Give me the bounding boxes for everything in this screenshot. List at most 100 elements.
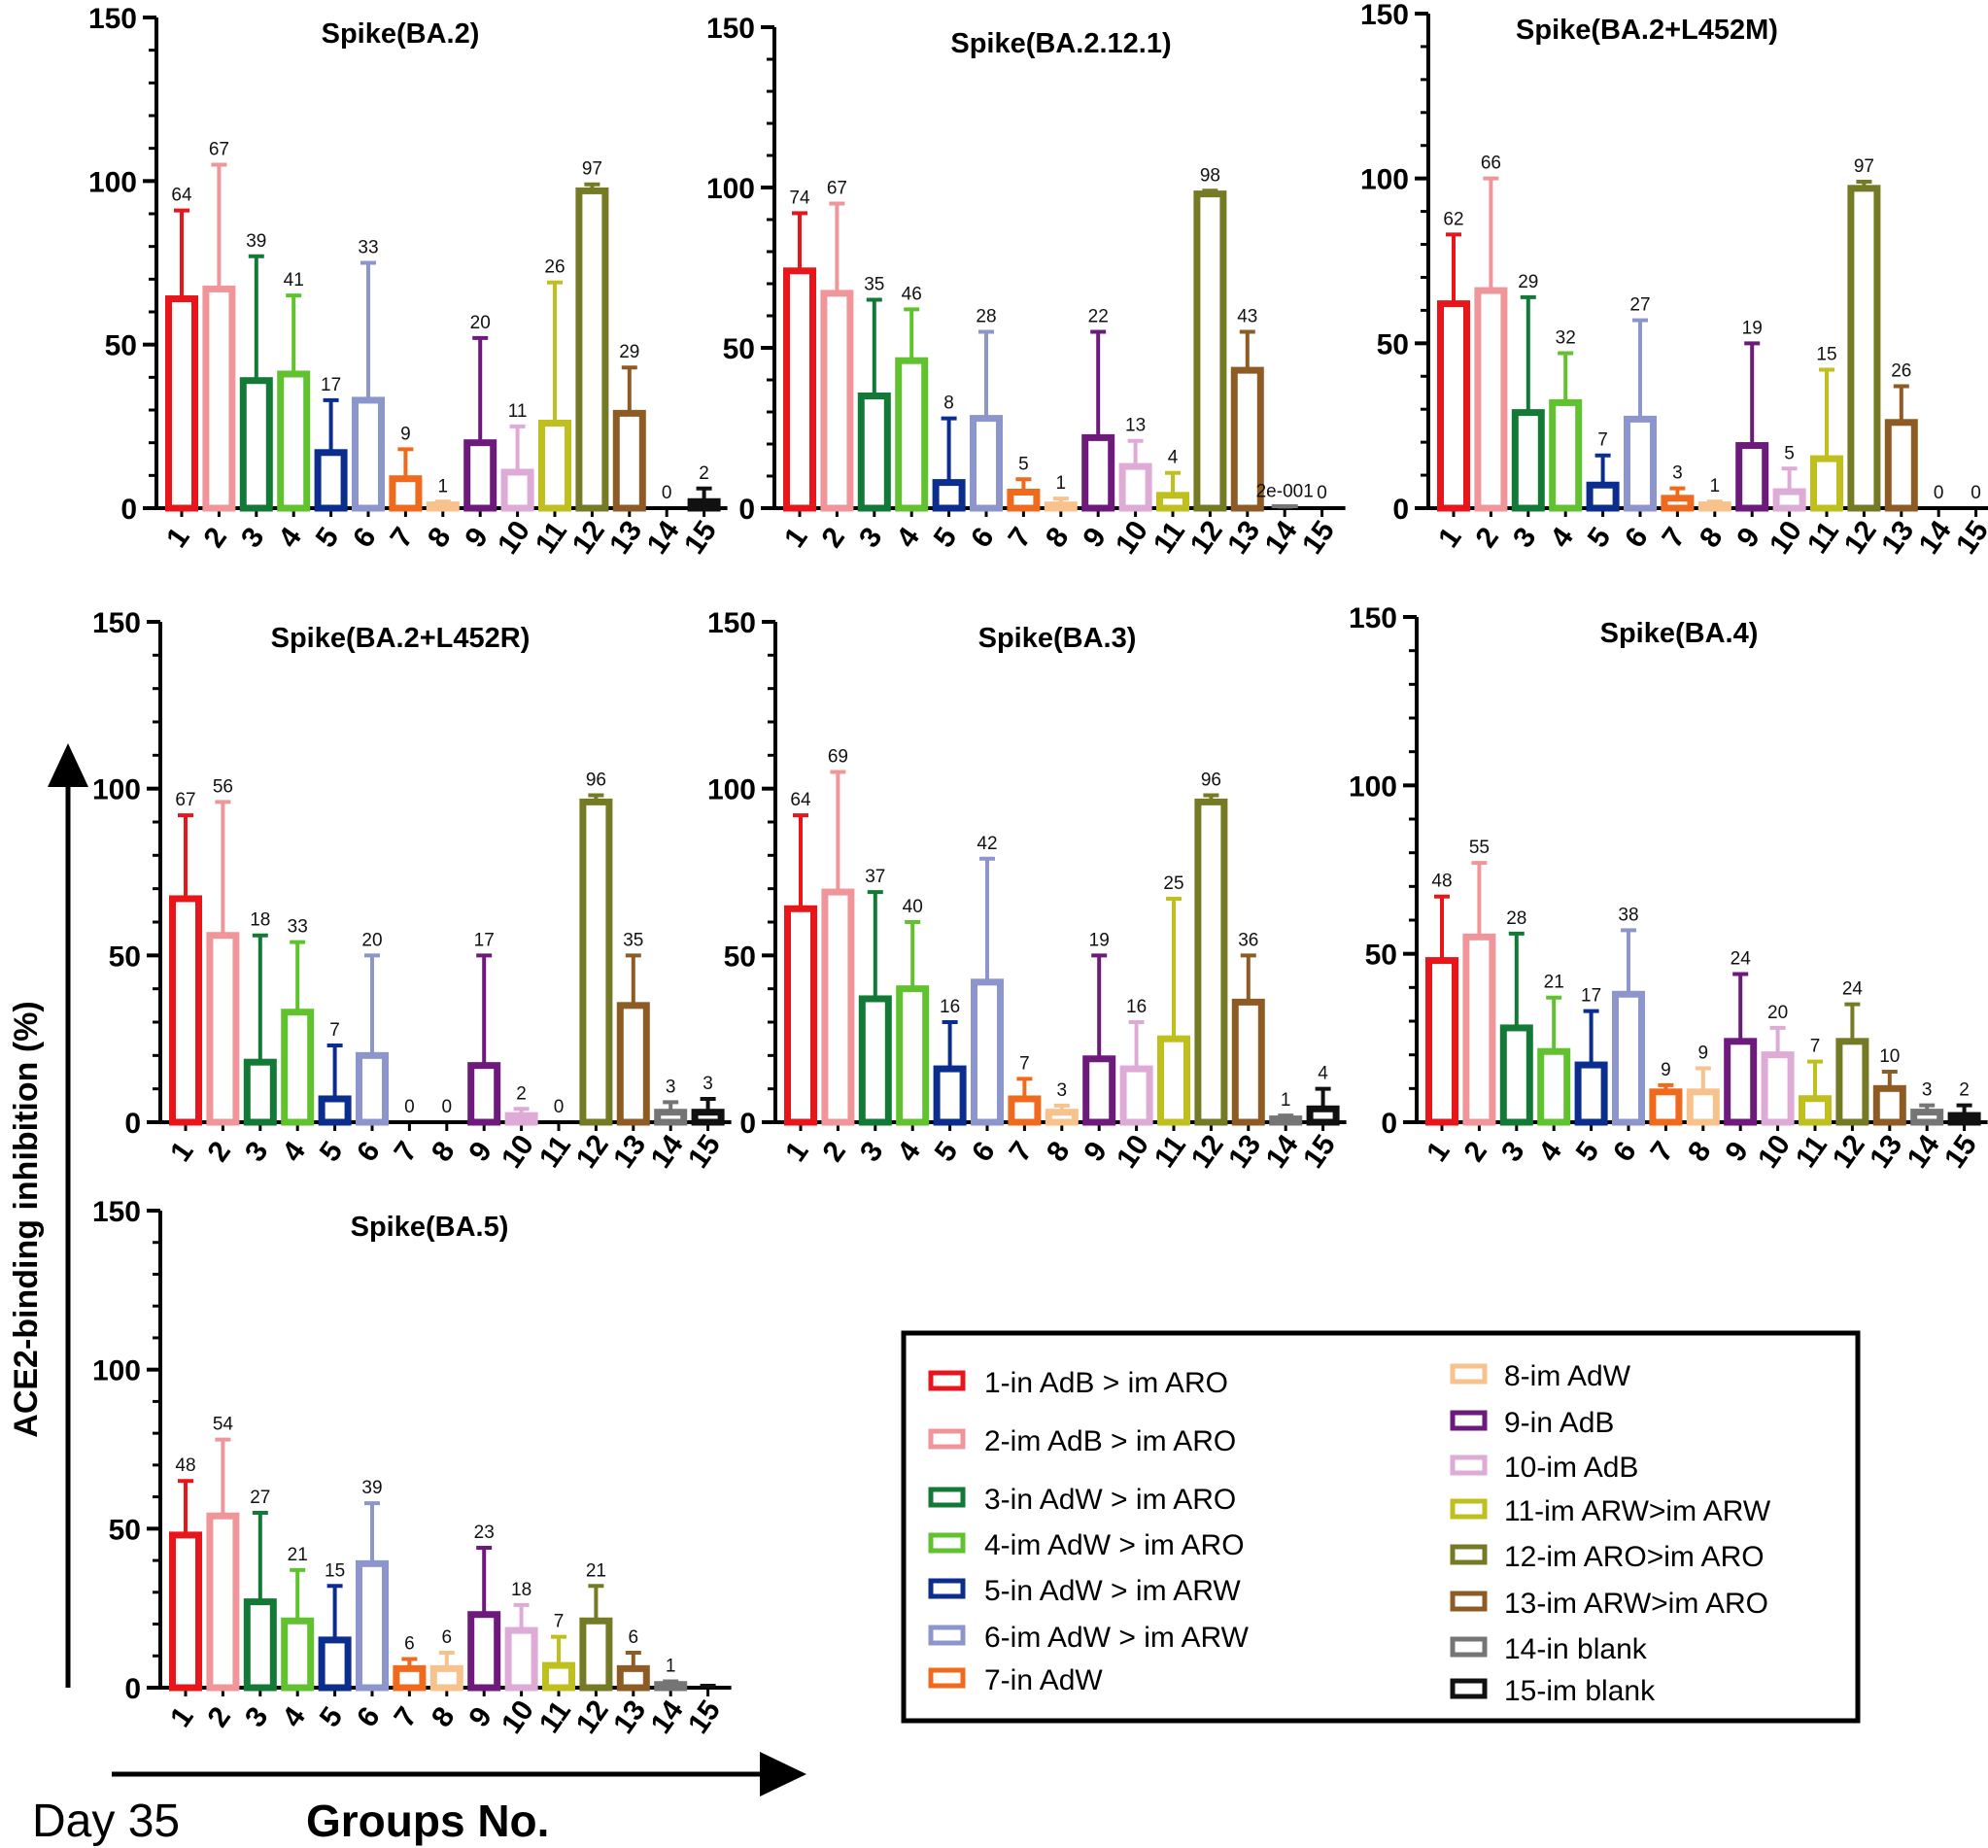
bar [1947,1112,1981,1126]
x-tick-label: 2 [198,522,234,554]
bar [504,1626,538,1692]
y-tick-label: 100 [92,774,141,806]
value-label: 29 [1518,272,1538,292]
bar [654,1109,688,1126]
bar [1574,1061,1608,1126]
x-tick-label: 13 [607,1129,652,1174]
value-label: 74 [789,188,810,208]
bar [1735,442,1769,512]
legend-label: 4-im AdW > im ARO [984,1529,1245,1561]
x-tick-label: 5 [314,1701,350,1733]
bar [500,468,534,512]
x-tick-label: 9 [1078,1136,1114,1168]
x-tick-label: 11 [1148,1130,1192,1174]
bar [1799,1095,1832,1126]
y-tick-label: 100 [1360,164,1409,196]
bar [616,1664,650,1692]
value-label: 10 [1879,1046,1900,1067]
x-tick-label: 13 [1875,515,1920,560]
value-label: 28 [976,307,996,327]
legend-swatch [928,1428,966,1450]
value-label: 38 [1618,905,1638,925]
value-label: 3 [666,1077,676,1097]
bar [277,370,311,512]
value-label: 6 [629,1627,639,1648]
x-tick-label: 1 [1421,1136,1457,1168]
value-label: 23 [474,1523,495,1543]
value-label: 7 [1810,1037,1821,1057]
value-label: 5 [1784,443,1795,463]
bar [393,1664,427,1692]
value-label: 64 [790,790,811,810]
legend-label: 15-im blank [1504,1675,1656,1707]
x-tick-label: 14 [1902,1129,1946,1175]
x-tick-label: 2 [202,1136,238,1168]
value-label: 39 [246,231,266,252]
x-tick-label: 6 [966,1136,1002,1168]
x-tick-label: 3 [239,1701,275,1733]
y-tick-label: 150 [707,607,756,639]
value-label: 43 [1237,307,1257,327]
value-label: 18 [511,1580,531,1600]
y-axis-label: ACE2-binding inhibition (%) [8,1001,45,1437]
value-label: 64 [171,186,192,206]
bar [426,501,460,512]
x-tick-label: 8 [422,522,458,554]
x-tick-label: 9 [459,522,495,554]
value-label: 46 [902,284,922,304]
x-tick-label: 13 [1222,1129,1267,1174]
bar [281,1009,315,1126]
x-tick-label: 3 [1507,522,1543,554]
bar [1008,1095,1042,1126]
value-label: 3 [703,1074,713,1094]
y-tick-label: 0 [739,1108,756,1140]
y-tick-label: 100 [706,173,755,205]
x-tick-label: 4 [276,1136,312,1168]
x-tick-label: 4 [891,1136,927,1168]
bar [1910,1109,1944,1126]
value-label: 54 [213,1415,234,1435]
x-tick-label: 9 [463,1136,498,1168]
x-tick-label: 14 [645,1694,690,1740]
legend-label: 3-in AdW > im ARO [984,1484,1236,1516]
bar [1537,1047,1571,1126]
value-label: 19 [1742,318,1763,338]
chart-panel: Spike(BA.2+L452M)05010015016226632943257… [1360,0,1988,560]
bar [1081,433,1115,512]
x-tick-label: 2 [202,1701,238,1733]
bar [1425,957,1458,1126]
value-label: 36 [1238,930,1258,950]
x-tick-label: 4 [276,1701,312,1733]
legend-swatch [928,1370,966,1391]
y-axis-arrow [48,743,88,1688]
legend-label: 5-in AdW > im ARW [984,1575,1241,1607]
value-label: 4 [1168,448,1179,468]
x-tick-label: 12 [570,1129,615,1174]
value-label: 16 [1126,997,1147,1017]
x-tick-label: 1 [164,1701,200,1733]
x-tick-label: 7 [1004,1136,1040,1168]
value-label: 18 [250,910,270,931]
value-label: 35 [623,930,643,950]
x-tick-label: 10 [492,515,536,560]
bar [1884,419,1918,512]
legend-label: 13-im ARW>im ARO [1504,1588,1768,1620]
value-label: 22 [1088,307,1109,327]
x-tick-label: 5 [929,1136,965,1168]
y-tick-label: 100 [707,774,756,806]
legend-swatch [1450,1498,1488,1520]
bar [314,449,348,512]
value-label: 56 [213,776,233,797]
legend-swatch [1450,1410,1488,1431]
bar [1661,495,1695,512]
value-label: 0 [1971,483,1981,503]
bar [857,393,891,512]
bar [1761,1051,1795,1126]
bar [616,1002,650,1126]
bar [687,497,721,512]
bar [1772,488,1806,512]
bar [1612,990,1645,1126]
legend-label: 12-im ARO>im ARO [1504,1541,1765,1573]
value-label: 8 [943,394,954,414]
legend-swatch [1450,1636,1488,1658]
